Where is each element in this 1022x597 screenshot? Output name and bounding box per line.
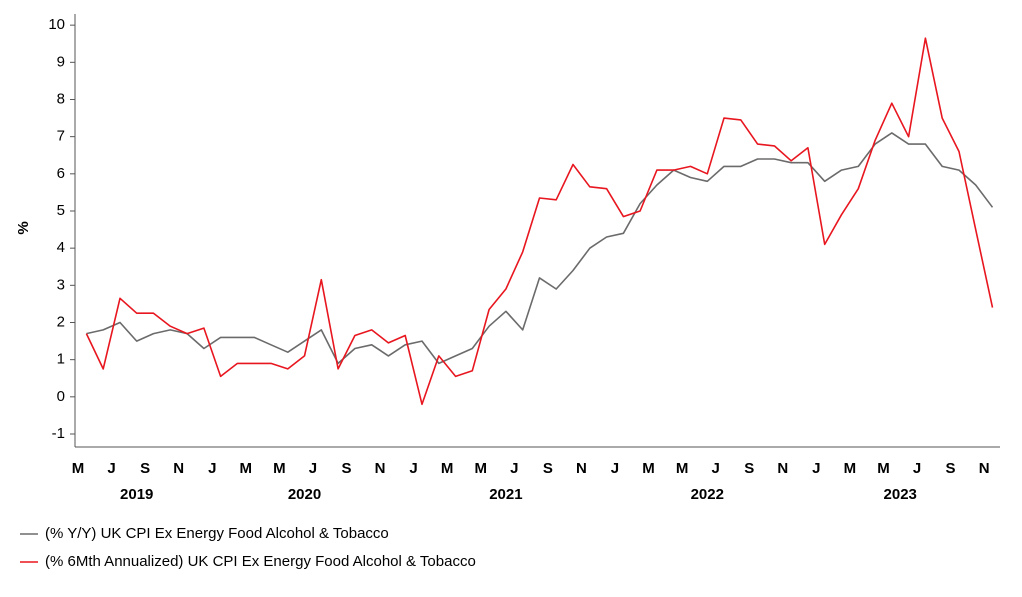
y-tick-label: 9 bbox=[57, 53, 65, 70]
x-tick-label: S bbox=[946, 460, 956, 477]
x-tick-label: M bbox=[273, 460, 286, 477]
x-tick-label: S bbox=[341, 460, 351, 477]
data-line bbox=[86, 132, 994, 365]
x-tick-label: J bbox=[107, 460, 115, 477]
x-tick-label: M bbox=[72, 460, 85, 477]
y-tick-label: 10 bbox=[48, 16, 65, 33]
y-tick-label: 4 bbox=[57, 239, 65, 256]
x-tick-label: J bbox=[711, 460, 719, 477]
y-tick-label: 1 bbox=[57, 351, 65, 368]
x-tick-label: J bbox=[208, 460, 216, 477]
x-tick-label: J bbox=[611, 460, 619, 477]
x-tick-label: J bbox=[309, 460, 317, 477]
year-label: 2021 bbox=[489, 486, 522, 503]
year-label: 2019 bbox=[120, 486, 153, 503]
y-tick-label: 2 bbox=[57, 313, 65, 330]
y-tick-label: 8 bbox=[57, 90, 65, 107]
y-tick-label: 0 bbox=[57, 388, 65, 405]
x-tick-label: J bbox=[913, 460, 921, 477]
year-label: 2022 bbox=[691, 486, 724, 503]
y-tick-label: 3 bbox=[57, 276, 65, 293]
x-tick-label: M bbox=[844, 460, 857, 477]
x-tick-label: M bbox=[441, 460, 454, 477]
legend-label: (% 6Mth Annualized) UK CPI Ex Energy Foo… bbox=[45, 553, 476, 570]
x-tick-label: M bbox=[642, 460, 655, 477]
x-tick-label: M bbox=[676, 460, 689, 477]
y-axis-title: % bbox=[15, 221, 32, 234]
year-label: 2020 bbox=[288, 486, 321, 503]
y-tick-label: 6 bbox=[57, 165, 65, 182]
x-tick-label: S bbox=[744, 460, 754, 477]
year-label: 2023 bbox=[884, 486, 917, 503]
x-tick-label: N bbox=[777, 460, 788, 477]
data-line bbox=[85, 37, 994, 406]
x-tick-label: N bbox=[173, 460, 184, 477]
x-tick-label: S bbox=[140, 460, 150, 477]
y-tick-label: -1 bbox=[52, 425, 65, 442]
x-tick-label: J bbox=[510, 460, 518, 477]
x-tick-label: N bbox=[979, 460, 990, 477]
legend-label: (% Y/Y) UK CPI Ex Energy Food Alcohol & … bbox=[45, 525, 389, 542]
x-tick-label: S bbox=[543, 460, 553, 477]
y-tick-label: 5 bbox=[57, 202, 65, 219]
x-tick-label: M bbox=[240, 460, 253, 477]
x-tick-label: N bbox=[576, 460, 587, 477]
y-tick-label: 7 bbox=[57, 128, 65, 145]
x-tick-label: J bbox=[409, 460, 417, 477]
x-tick-label: N bbox=[375, 460, 386, 477]
x-tick-label: J bbox=[812, 460, 820, 477]
x-tick-label: M bbox=[474, 460, 487, 477]
x-tick-label: M bbox=[877, 460, 890, 477]
